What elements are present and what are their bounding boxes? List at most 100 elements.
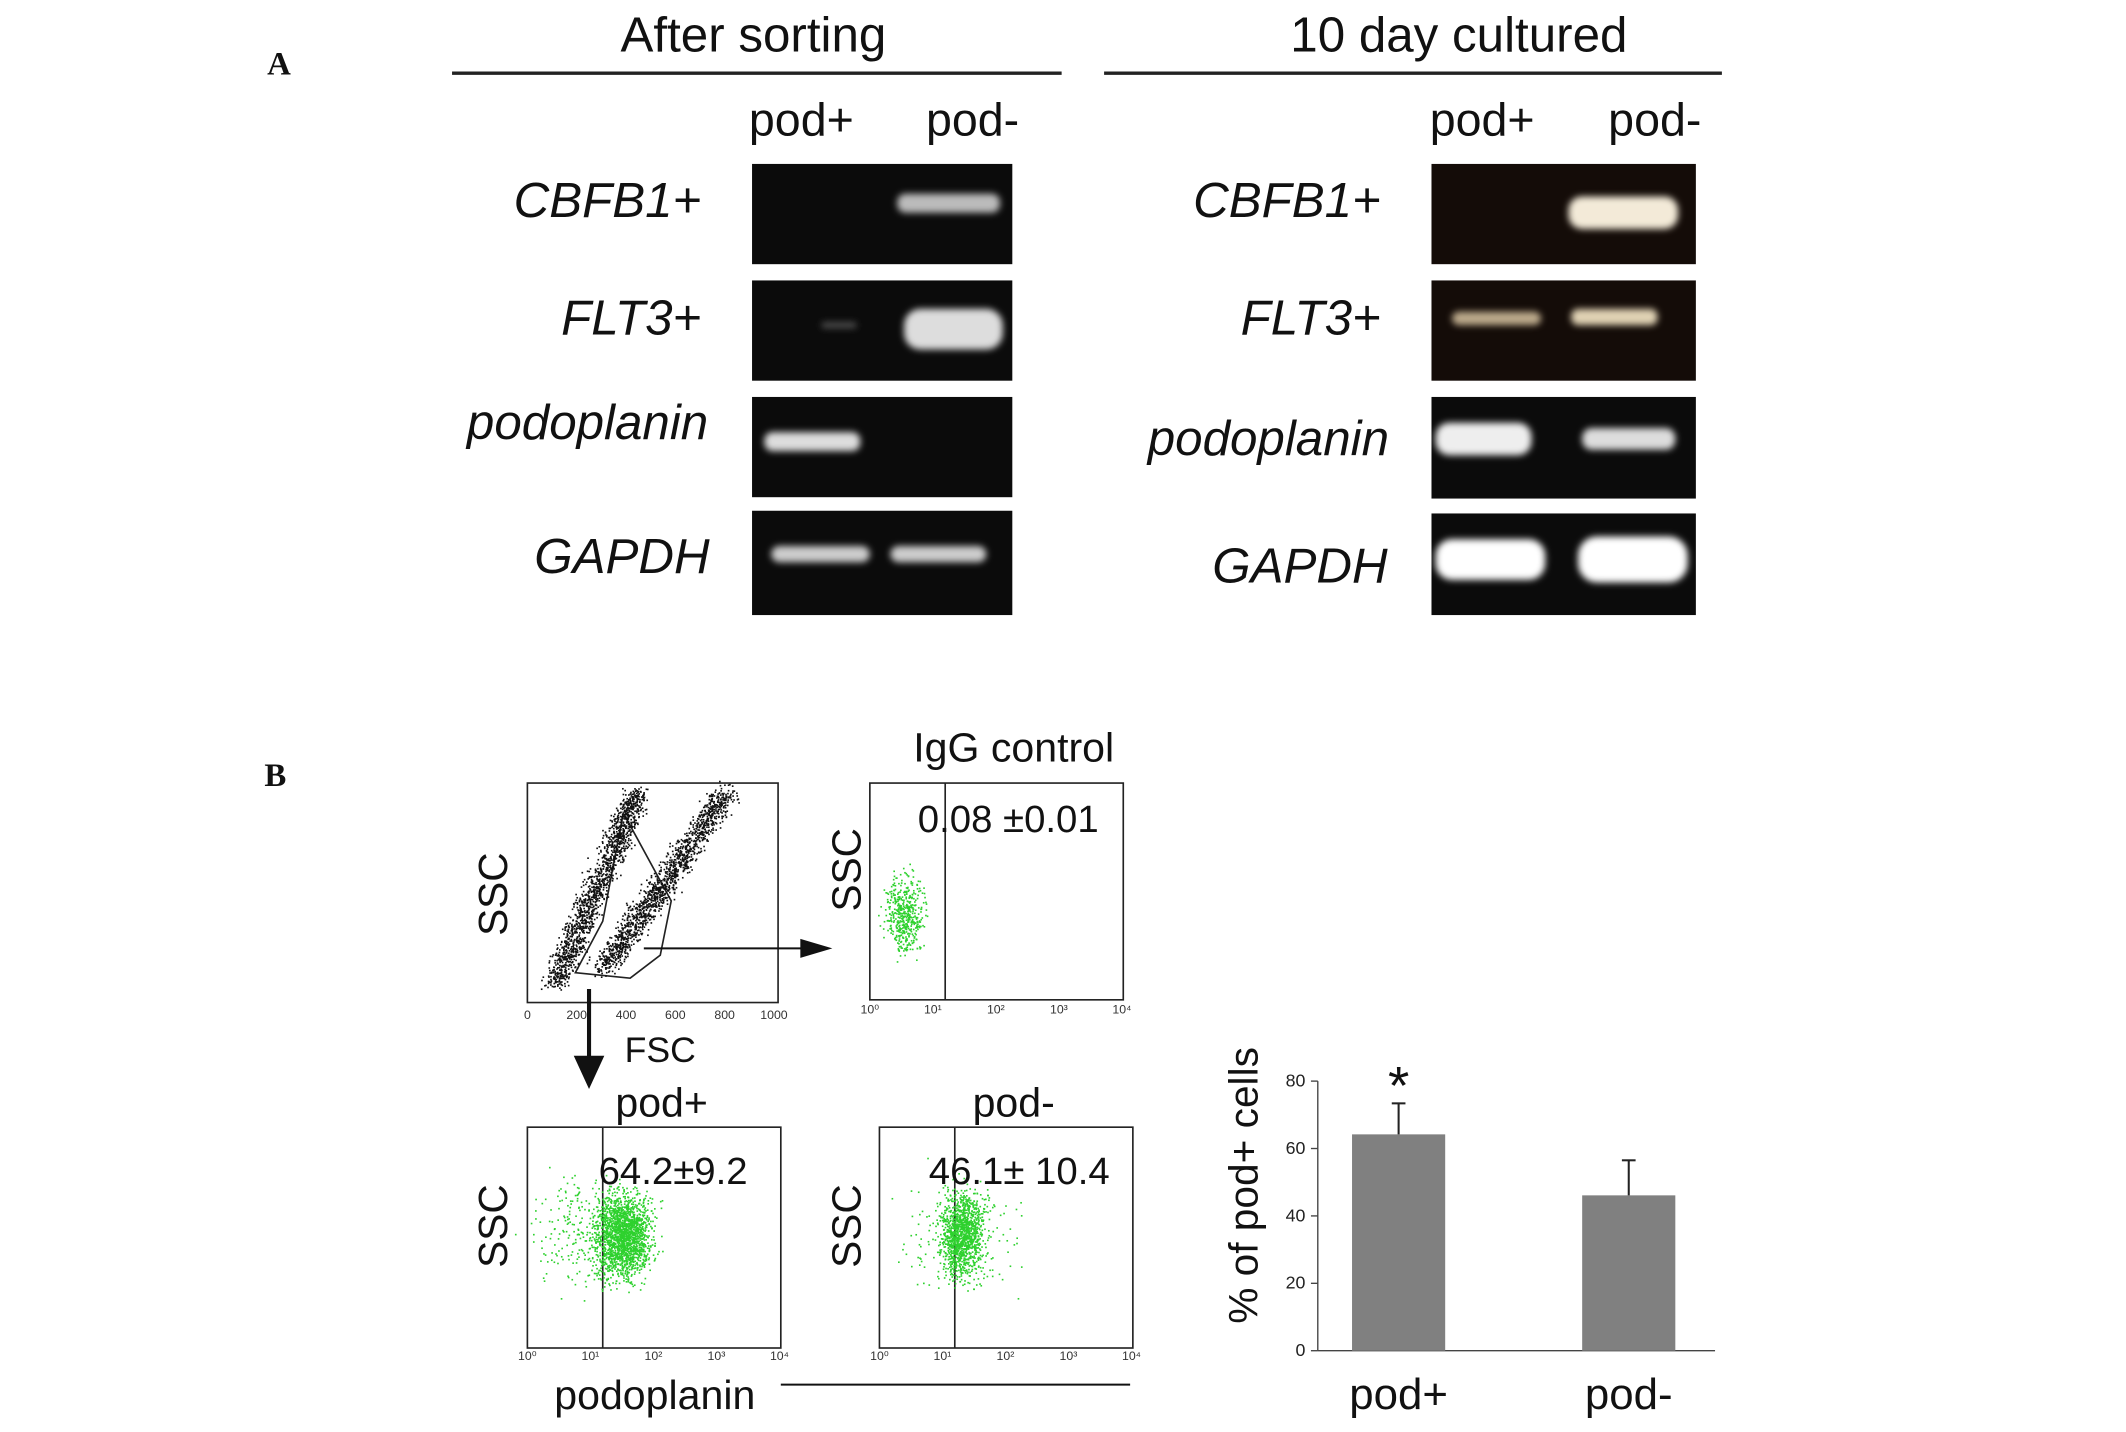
dot [892,930,895,933]
dot [626,1261,629,1263]
dot [610,1265,612,1267]
dot [582,919,584,922]
dot [907,927,910,930]
dot [898,940,900,942]
dot [599,1224,602,1227]
dot [646,907,649,909]
dot [629,1257,632,1260]
dot [686,849,689,851]
dot [590,914,592,916]
dot [613,868,615,870]
dot [900,947,903,949]
dot [661,893,663,896]
dot [618,836,621,839]
dot [598,1231,600,1234]
dot [660,869,662,871]
dot [689,848,691,850]
dot [607,1219,609,1221]
dot [616,1218,619,1221]
dot [605,835,608,838]
dot [561,981,563,983]
dot [580,904,582,907]
dot [590,898,593,901]
dot [628,830,631,832]
dot [736,792,738,795]
dot [576,951,579,954]
dot [591,886,593,889]
dot [605,1213,607,1215]
dot [630,842,633,844]
dot [633,1216,635,1219]
dot [635,1238,638,1241]
dot [634,1250,636,1253]
dot [643,1208,646,1211]
dot [576,923,579,926]
dot [644,1250,646,1253]
dot [671,850,674,853]
dot [650,874,653,877]
dot [544,984,546,987]
dot [633,815,636,818]
dot [695,834,698,836]
dot [910,930,913,933]
dot [618,968,620,970]
dot [601,1246,604,1248]
dot [559,975,562,978]
dot [619,852,621,855]
dot [632,1261,635,1264]
dot [638,805,640,807]
dot [653,903,656,905]
dot [720,802,723,805]
dot [591,896,593,899]
dot [621,808,624,811]
dot [650,1220,652,1223]
dot [892,914,895,917]
dot [597,1238,599,1241]
dot [612,838,615,840]
dot [627,1228,629,1231]
dot [911,882,914,884]
dot [652,916,655,918]
dot [582,944,585,947]
dot [631,1230,633,1233]
dot [684,845,687,848]
dot [721,792,724,795]
dot [680,852,682,854]
dot [648,913,650,916]
dot [911,919,914,922]
dot [599,868,602,871]
dot [661,899,664,902]
dot [615,851,618,853]
dot [890,893,893,895]
dot [588,908,591,910]
dot [563,951,566,954]
dot [623,1210,626,1213]
dot [581,902,584,904]
dot [654,1216,656,1218]
dot [898,913,901,916]
dot [567,984,570,987]
dot [693,853,696,855]
dot [612,1274,614,1277]
dot [567,925,570,928]
dot [646,788,649,791]
dot [639,1248,641,1251]
dot [720,804,723,807]
dot [680,850,683,853]
dot [629,1221,632,1224]
dot [677,848,680,851]
dot [903,930,905,933]
dot [899,909,902,911]
dot [588,890,590,892]
dot [643,1265,646,1267]
dot [674,859,677,861]
dot [565,958,567,960]
dot [605,958,607,961]
dot [690,830,692,833]
dot [611,1220,613,1222]
dot [615,825,618,828]
dot [627,813,630,816]
dot [554,959,556,962]
dot [566,964,568,967]
dot [603,959,605,961]
